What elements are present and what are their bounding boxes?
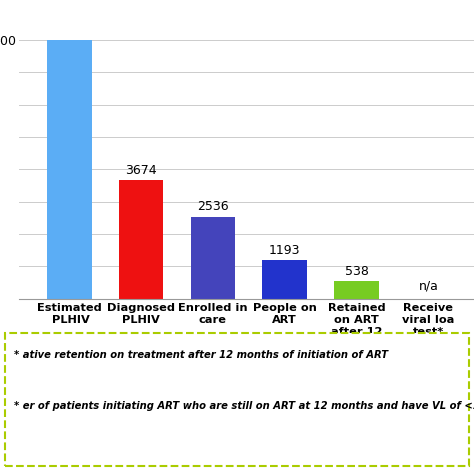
Bar	[47, 40, 91, 299]
Text: 2536: 2536	[197, 201, 229, 213]
Text: 538: 538	[345, 265, 369, 278]
Text: n/a: n/a	[419, 280, 438, 293]
Bar	[119, 180, 164, 299]
Text: 1193: 1193	[269, 244, 301, 257]
Bar	[263, 260, 307, 299]
Text: * ative retention on treatment after 12 months of initiation of ART: * ative retention on treatment after 12 …	[14, 350, 388, 360]
Text: * er of patients initiating ART who are still on ART at 12 months and have VL of: * er of patients initiating ART who are …	[14, 401, 474, 411]
Bar	[334, 281, 379, 299]
Text: 3674: 3674	[125, 164, 157, 177]
FancyBboxPatch shape	[5, 333, 469, 466]
Bar	[191, 217, 235, 299]
